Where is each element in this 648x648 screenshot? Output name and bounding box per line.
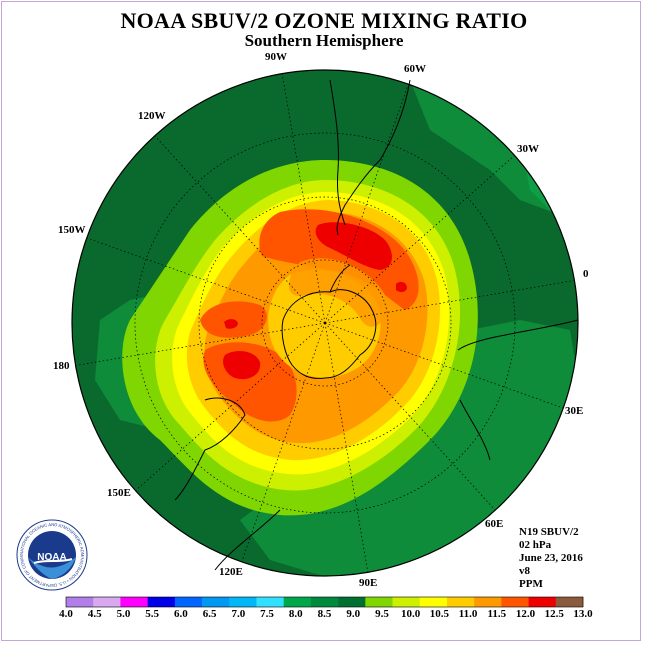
info-block: N19 SBUV/2 02 hPa June 23, 2016 v8 PPM: [519, 526, 583, 591]
colorbar-swatch: [202, 597, 230, 607]
satellite-label: N19 SBUV/2: [519, 526, 579, 538]
lon-label-60w: 60W: [404, 63, 426, 75]
australia-coast: [214, 509, 281, 571]
lon-label-90w: 90W: [265, 51, 287, 63]
date-label: June 23, 2016: [519, 552, 583, 564]
colorbar-tick-label: 12.5: [544, 608, 564, 620]
colorbar-tick-label: 8.5: [317, 608, 332, 620]
map-boundary: [71, 69, 579, 577]
colorbar-swatch: [66, 597, 94, 607]
colorbar-swatch: [419, 597, 448, 607]
lon-label-30w: 30W: [517, 143, 539, 155]
colorbar-tick-label: 6.0: [174, 608, 188, 620]
colorbar-swatch: [338, 597, 366, 607]
colorbar-tick-label: 4.0: [59, 608, 73, 620]
map-subtitle: Southern Hemisphere: [244, 31, 404, 50]
pressure-level-label: 02 hPa: [519, 539, 552, 551]
south-america-coast: [336, 79, 411, 236]
units-label: PPM: [519, 578, 543, 590]
colorbar-tick-label: 4.5: [87, 608, 102, 620]
colorbar-tick-label: 11.5: [487, 608, 507, 620]
colorbar-tick-label: 10.5: [429, 608, 449, 620]
lon-label-90e: 90E: [359, 577, 378, 589]
ozone-band-11.5-center: [288, 258, 388, 327]
colorbar-swatch: [310, 597, 339, 607]
colorbar-tick-label: 13.0: [573, 608, 593, 620]
colorbar-swatch: [93, 597, 121, 607]
colorbar-tick-label: 7.5: [260, 608, 274, 620]
lon-label-60e: 60E: [485, 518, 504, 530]
graticule: [72, 72, 578, 574]
colorbar-outline: [65, 596, 584, 608]
madagascar-coast: [459, 399, 491, 461]
colorbar-swatch: [365, 597, 393, 607]
colorbar-tick-label: 6.5: [202, 608, 217, 620]
colorbar-tick-label: 9.5: [375, 608, 389, 620]
colorbar-swatch: [283, 597, 312, 607]
lon-label-30e: 30E: [565, 405, 584, 417]
colorbar-tick-label: 9.0: [346, 608, 361, 620]
colorbar-tick-label: 5.5: [145, 608, 160, 620]
ozone-band-12.5-north: [315, 222, 392, 270]
colorbar-tick-label: 10.0: [401, 608, 421, 620]
ozone-band-12.5-spot: [224, 319, 238, 329]
colorbar-tick-label: 11.0: [458, 608, 478, 620]
colorbar-tick-label: 5.0: [116, 608, 131, 620]
south-america-west-coast: [329, 79, 346, 226]
colorbar-swatch: [147, 597, 176, 607]
lon-label-0: 0: [583, 268, 589, 280]
antarctic-peninsula: [329, 264, 351, 293]
colorbar-tick-label: 12.0: [515, 608, 536, 620]
colorbar-swatch: [120, 597, 148, 607]
colorbar-swatch: [229, 597, 257, 607]
colorbar-swatch: [392, 597, 421, 607]
logo-text: NOAA: [37, 552, 66, 563]
colorbar-swatch: [528, 597, 557, 607]
noaa-logo: NATIONAL OCEANIC AND ATMOSPHERIC ADMINIS…: [16, 519, 88, 591]
lon-label-150w: 150W: [58, 224, 86, 236]
figure-frame: [1, 1, 641, 641]
map-title: NOAA SBUV/2 OZONE MIXING RATIO: [120, 8, 528, 33]
lon-label-120w: 120W: [138, 110, 166, 122]
colorbar-tick-label: 8.0: [288, 608, 303, 620]
colorbar-swatch: [555, 597, 584, 607]
colorbar-tick-label: 7.0: [231, 608, 246, 620]
lon-label-150e: 150E: [107, 487, 131, 499]
new-zealand-coast: [174, 397, 246, 501]
version-label: v8: [519, 565, 530, 577]
coastlines: [174, 79, 579, 571]
colorbar-swatch: [256, 597, 284, 607]
colorbar-swatch: [446, 597, 475, 607]
lon-label-120e: 120E: [219, 566, 243, 578]
africa-coast: [457, 319, 579, 351]
colorbar-swatch: [174, 597, 203, 607]
ozone-band-12.0-north: [259, 209, 419, 310]
colorbar-swatch: [501, 597, 529, 607]
lon-label-180: 180: [53, 360, 70, 372]
ozone-band-12.5-west: [223, 350, 261, 380]
ozone-band-12.5-east-spot: [396, 281, 407, 293]
colorbar-swatch: [474, 597, 502, 607]
